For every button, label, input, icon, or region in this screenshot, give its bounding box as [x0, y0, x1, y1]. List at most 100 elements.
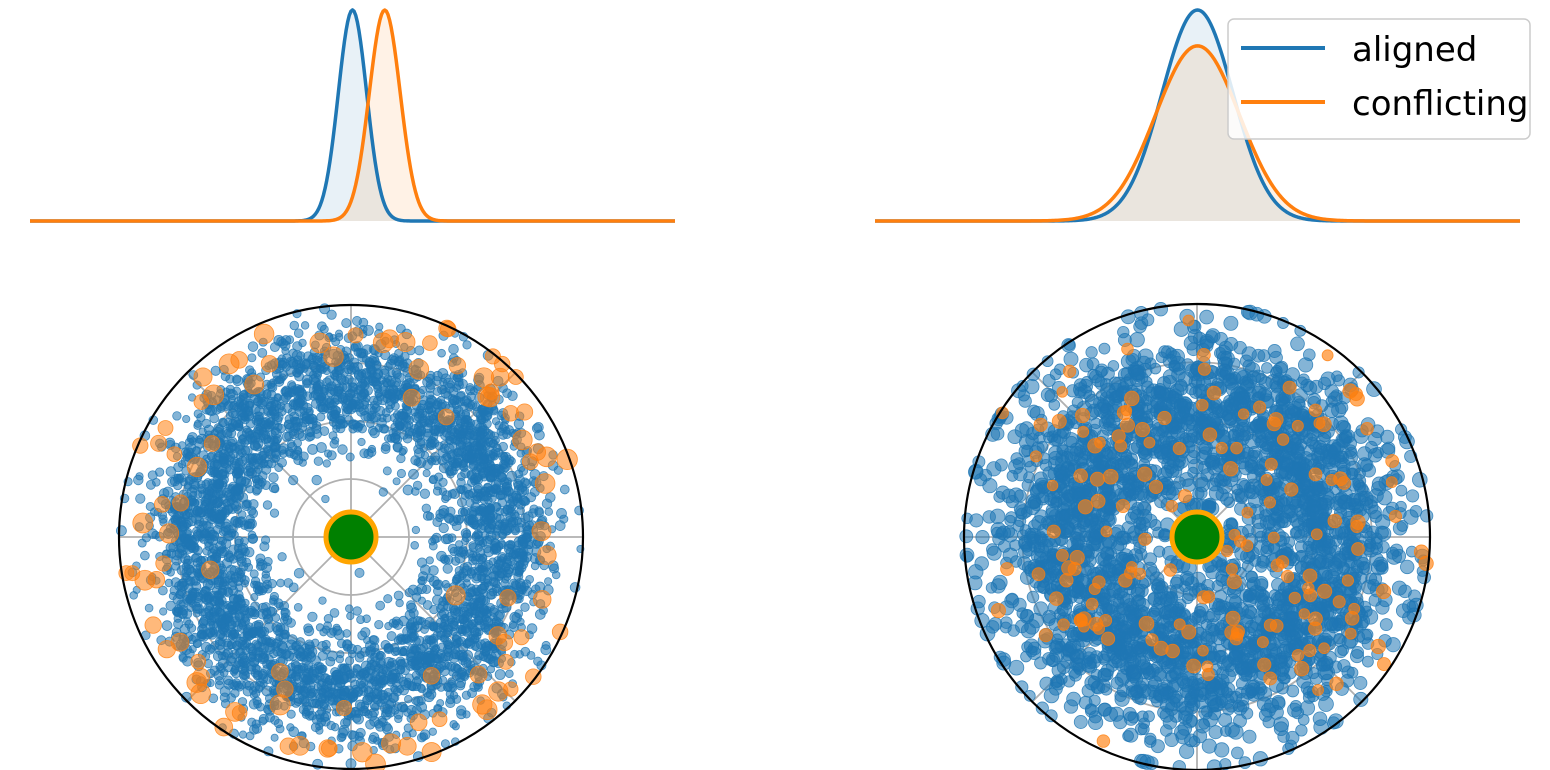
scatter-point-aligned [277, 457, 287, 468]
scatter-point-aligned [179, 553, 191, 564]
scatter-point-aligned [217, 511, 226, 521]
scatter-point-aligned [375, 600, 386, 611]
scatter-point-aligned [464, 428, 475, 440]
scatter-point-aligned [270, 448, 281, 458]
scatter-point-aligned [479, 515, 490, 525]
scatter-point-aligned [505, 669, 514, 679]
scatter-point-aligned [382, 466, 392, 476]
scatter-point-aligned [282, 353, 292, 363]
scatter-point-aligned [498, 531, 507, 540]
scatter-point-aligned [306, 431, 316, 441]
scatter-point-aligned [396, 659, 407, 670]
scatter-point-aligned [215, 676, 225, 686]
scatter-point-aligned [432, 594, 443, 606]
scatter-point-aligned [350, 707, 361, 718]
scatter-point-conflicting [513, 629, 530, 646]
legend-label-conflicting: conflicting [1352, 84, 1529, 124]
scatter-point-conflicting [170, 632, 190, 652]
scatter-point-conflicting [225, 702, 245, 722]
scatter-point-aligned [369, 427, 380, 439]
scatter-point-aligned [250, 593, 259, 602]
scatter-point-aligned [472, 655, 482, 665]
scatter-point-aligned [269, 597, 278, 606]
scatter-point-aligned [333, 386, 344, 397]
scatter-point-aligned [255, 422, 264, 431]
scatter-point-aligned [273, 393, 282, 402]
scatter-point-aligned [324, 375, 335, 386]
scatter-point-aligned [378, 717, 388, 727]
scatter-point-aligned [162, 486, 174, 498]
scatter-point-aligned [431, 644, 441, 653]
scatter-point-conflicting [476, 699, 498, 721]
scatter-point-aligned [322, 688, 333, 699]
scatter-point-aligned [521, 579, 532, 589]
scatter-point-conflicting [166, 446, 183, 463]
scatter-point-aligned [383, 656, 395, 668]
scatter-point-aligned [360, 660, 372, 672]
scatter-point-conflicting [244, 374, 265, 395]
scatter-point-aligned [360, 627, 371, 638]
scatter-point-aligned [229, 565, 240, 576]
scatter-point-aligned [199, 631, 208, 640]
scatter-point-aligned [295, 394, 306, 405]
scatter-point-aligned [196, 524, 205, 533]
scatter-point-aligned [212, 650, 224, 662]
scatter-point-conflicting [534, 473, 556, 494]
scatter-point-aligned [115, 525, 127, 537]
scatter-point-aligned [414, 635, 425, 647]
scatter-point-aligned [228, 544, 239, 555]
scatter-point-aligned [272, 625, 284, 636]
density-fill-aligned [875, 10, 1520, 221]
scatter-point-aligned [329, 627, 338, 636]
scatter-point-aligned [309, 391, 319, 401]
scatter-point-aligned [262, 500, 273, 510]
scatter-point-aligned [279, 601, 290, 611]
scatter-point-aligned [321, 639, 331, 650]
scatter-point-aligned [170, 577, 181, 588]
scatter-point-conflicting [437, 408, 455, 426]
scatter-point-conflicting [477, 386, 498, 407]
scatter-point-conflicting [190, 653, 207, 670]
scatter-point-aligned [263, 389, 272, 398]
scatter-point-aligned [414, 345, 425, 356]
scatter-point-aligned [428, 414, 438, 424]
scatter-point-aligned [491, 417, 501, 426]
scatter-point-conflicting [402, 388, 421, 407]
scatter-point-aligned [311, 474, 322, 486]
scatter-point-aligned [274, 422, 283, 432]
scatter-point-aligned [277, 552, 287, 562]
scatter-point-aligned [214, 598, 225, 608]
scatter-point-aligned [411, 696, 421, 706]
scatter-point-aligned [322, 705, 332, 714]
scatter-point-conflicting [352, 742, 373, 763]
scatter-point-aligned [256, 626, 267, 638]
scatter-point-aligned [514, 522, 525, 533]
scatter-point-aligned [197, 506, 209, 518]
scatter-point-aligned [478, 453, 489, 465]
scatter-point-aligned [228, 448, 239, 459]
scatter-point-aligned [237, 618, 247, 628]
scatter-point-aligned [321, 404, 330, 413]
scatter-point-aligned [439, 665, 450, 677]
scatter-point-aligned [216, 469, 228, 481]
scatter-point-aligned [440, 373, 451, 384]
scatter-point-aligned [329, 412, 340, 423]
scatter-point-conflicting [409, 713, 428, 732]
scatter-point-aligned [231, 602, 241, 612]
scatter-point-aligned [183, 481, 193, 490]
scatter-point-aligned [303, 625, 315, 637]
scatter-point-conflicting [395, 332, 416, 353]
scatter-point-aligned [477, 583, 488, 594]
scatter-point-aligned [341, 318, 352, 329]
scatter-point-aligned [479, 619, 490, 630]
scatter-point-aligned [227, 503, 238, 514]
scatter-point-aligned [355, 677, 367, 689]
scatter-point-aligned [440, 430, 451, 441]
polar-panel-right [959, 302, 1434, 770]
scatter-point-conflicting [516, 403, 534, 421]
scatter-point-aligned [240, 655, 250, 666]
scatter-point-aligned [504, 458, 514, 468]
scatter-point-aligned [345, 758, 357, 770]
scatter-point-conflicting [537, 545, 557, 565]
scatter-point-aligned [407, 656, 418, 667]
